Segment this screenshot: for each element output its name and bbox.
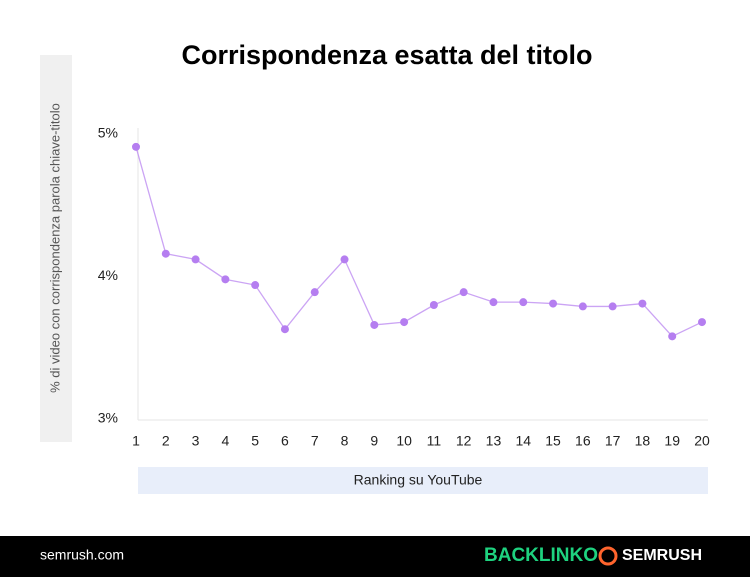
point [429, 301, 438, 309]
x-axis-label: Ranking su YouTube [354, 472, 483, 488]
y-label-box [40, 55, 72, 442]
y-axis-label: % di video con corrispondenza parola chi… [47, 103, 62, 393]
point [489, 298, 498, 307]
x-tick-label: 16 [575, 433, 591, 449]
x-tick-label: 3 [192, 433, 200, 449]
x-tick-label: 1 [132, 433, 140, 449]
footer-site: semrush.com [40, 547, 124, 563]
y-tick-label: 4% [98, 267, 118, 283]
x-tick-label: 17 [605, 433, 621, 449]
point [132, 142, 140, 151]
x-tick-label: 12 [456, 433, 472, 449]
x-tick-label: 7 [311, 433, 319, 449]
x-tick-label: 15 [545, 433, 561, 449]
semrush-logo: SEMRUSH [622, 547, 702, 564]
x-tick-label: 13 [486, 433, 502, 449]
line [135, 146, 703, 338]
point [400, 318, 409, 327]
x-tick-label: 18 [635, 433, 651, 449]
x-tick-label: 4 [221, 433, 229, 449]
y-tick-label: 3% [98, 410, 118, 426]
x-tick-label: 19 [664, 433, 680, 449]
backlinko-logo: BACKLINKO [484, 545, 598, 566]
point [161, 249, 170, 258]
point [578, 302, 587, 311]
x-tick-label: 9 [370, 433, 378, 449]
point [698, 318, 706, 327]
point [608, 302, 617, 311]
point [221, 275, 230, 284]
point [310, 288, 319, 297]
point [280, 325, 289, 334]
point [251, 281, 260, 290]
semrush-icon [598, 546, 618, 566]
x-tick-label: 6 [281, 433, 289, 449]
footer-bar [0, 536, 750, 577]
point [668, 332, 677, 341]
x-tick-label: 14 [515, 433, 531, 449]
chart-title: Corrispondenza esatta del titolo [181, 40, 592, 70]
point [519, 298, 528, 307]
point [340, 255, 349, 264]
x-tick-label: 20 [694, 433, 710, 449]
point [459, 288, 468, 297]
x-tick-label: 5 [251, 433, 259, 449]
point [191, 255, 200, 264]
x-tick-label: 10 [396, 433, 412, 449]
x-tick-label: 2 [162, 433, 170, 449]
point [638, 299, 647, 308]
x-label-box [138, 467, 708, 494]
point [549, 299, 558, 308]
y-tick-label: 5% [98, 125, 118, 141]
x-tick-label: 8 [341, 433, 349, 449]
x-tick-label: 11 [427, 433, 442, 449]
point [370, 320, 379, 329]
